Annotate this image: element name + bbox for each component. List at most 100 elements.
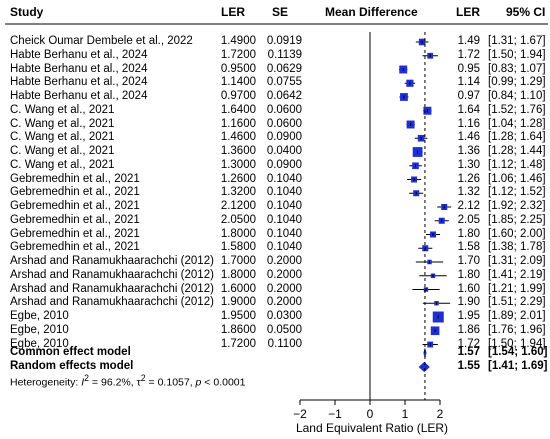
summary-estimate: 1.55 [457, 360, 480, 372]
study-se-value: 0.1040 [266, 213, 302, 226]
summary-estimate: 1.57 [457, 346, 480, 358]
study-ler-value: 1.7200 [220, 48, 256, 61]
study-name: C. Wang et al., 2021 [10, 145, 115, 157]
study-confidence-interval: [1.28; 1.44] [488, 145, 546, 157]
study-confidence-interval: [1.89; 2.01] [488, 310, 546, 322]
study-ler-value: 2.1200 [220, 200, 256, 212]
study-confidence-interval: [1.51; 2.29] [488, 296, 546, 309]
study-ler-value: 1.3200 [220, 186, 256, 199]
study-ler-value: 1.6400 [220, 103, 256, 116]
study-estimate: 1.60 [457, 282, 480, 295]
study-name: Gebremedhin et al., 2021 [10, 172, 140, 185]
study-name: Gebremedhin et al., 2021 [10, 241, 140, 254]
study-estimate: 0.95 [457, 62, 480, 75]
study-ler-value: 1.8600 [220, 323, 256, 336]
study-name: C. Wang et al., 2021 [10, 131, 115, 144]
study-estimate: 1.80 [457, 227, 480, 240]
study-estimate: 1.70 [457, 255, 480, 267]
study-confidence-interval: [1.12; 1.52] [488, 186, 546, 199]
study-se-value: 0.1100 [267, 337, 302, 350]
study-estimate: 1.30 [457, 158, 480, 171]
x-tick-label: 1 [402, 407, 409, 421]
study-confidence-interval: [1.31; 1.67] [488, 35, 546, 47]
study-ler-value: 1.2600 [220, 172, 256, 185]
study-estimate: 1.86 [457, 323, 480, 336]
study-se-value: 0.0400 [266, 145, 302, 157]
study-name: Gebremedhin et al., 2021 [10, 227, 140, 240]
study-se-value: 0.0900 [266, 131, 302, 144]
study-name: Habte Berhanu et al., 2024 [10, 62, 148, 75]
study-estimate: 1.36 [457, 145, 480, 157]
study-confidence-interval: [1.76; 1.96] [488, 323, 546, 336]
study-se-value: 0.1139 [267, 48, 302, 61]
study-name: Arshad and Ranamukhaarachchi (2012) [10, 268, 214, 281]
study-confidence-interval: [1.85; 2.25] [488, 213, 546, 226]
summary-diamond [418, 361, 430, 373]
study-confidence-interval: [1.12; 1.48] [488, 158, 546, 171]
study-name: Arshad and Ranamukhaarachchi (2012) [10, 255, 214, 267]
study-ler-value: 1.3600 [220, 145, 256, 157]
summary-model-label: Random effects model [10, 360, 134, 372]
study-estimate: 0.97 [457, 90, 480, 102]
study-name: C. Wang et al., 2021 [10, 103, 115, 116]
study-estimate: 1.32 [457, 186, 480, 199]
study-estimate: 1.58 [457, 241, 480, 254]
header-ci: 95% CI [506, 5, 546, 19]
study-confidence-interval: [0.99; 1.29] [488, 76, 546, 89]
study-confidence-interval: [1.92; 2.32] [488, 200, 546, 212]
study-se-value: 0.1040 [266, 241, 302, 254]
study-name: Egbe, 2010 [10, 337, 69, 350]
study-confidence-interval: [1.41; 2.19] [488, 268, 546, 281]
header-study: Study [10, 5, 44, 19]
x-axis-label: Land Equivalent Ratio (LER) [296, 421, 448, 435]
study-estimate: 1.95 [457, 310, 480, 322]
study-se-value: 0.2000 [266, 268, 302, 281]
study-name: C. Wang et al., 2021 [10, 158, 115, 171]
study-se-value: 0.0600 [266, 117, 302, 130]
study-ler-value: 1.4600 [220, 131, 256, 144]
study-name: C. Wang et al., 2021 [10, 117, 115, 130]
study-estimate: 1.46 [457, 131, 480, 144]
study-se-value: 0.0629 [266, 62, 302, 75]
study-name: Egbe, 2010 [10, 310, 69, 322]
header-ler-estimate: LER [456, 5, 480, 19]
study-estimate: 1.90 [457, 296, 480, 309]
study-se-value: 0.1040 [266, 200, 302, 212]
study-name: Egbe, 2010 [10, 323, 69, 336]
study-ler-value: 1.9500 [220, 310, 256, 322]
study-confidence-interval: [1.50; 1.94] [488, 48, 546, 61]
study-estimate: 2.05 [457, 213, 480, 226]
study-confidence-interval: [1.04; 1.28] [488, 117, 546, 130]
study-estimate: 1.72 [457, 337, 480, 350]
x-tick-label: 2 [437, 407, 444, 421]
summary-confidence-interval: [1.41; 1.69] [488, 360, 548, 372]
study-se-value: 0.2000 [266, 296, 302, 309]
study-ler-value: 1.1600 [220, 117, 256, 130]
study-estimate: 1.26 [457, 172, 480, 185]
study-ler-value: 1.5800 [220, 241, 256, 254]
header-ler: LER [221, 5, 245, 19]
study-confidence-interval: [1.50; 1.94] [488, 337, 546, 350]
study-ler-value: 1.4900 [220, 35, 256, 47]
study-confidence-interval: [0.83; 1.07] [488, 62, 546, 75]
study-confidence-interval: [1.28; 1.64] [488, 131, 546, 144]
study-se-value: 0.0600 [266, 103, 302, 116]
study-name: Habte Berhanu et al., 2024 [10, 90, 148, 102]
study-name: Gebremedhin et al., 2021 [10, 186, 140, 199]
x-tick-label: −1 [328, 407, 342, 421]
study-estimate: 2.12 [457, 200, 480, 212]
study-estimate: 1.14 [457, 76, 480, 89]
study-se-value: 0.0919 [266, 35, 302, 47]
study-ler-value: 1.1400 [220, 76, 256, 89]
study-name: Habte Berhanu et al., 2024 [10, 76, 148, 89]
study-name: Habte Berhanu et al., 2024 [10, 48, 148, 61]
study-ler-value: 1.8000 [220, 227, 256, 240]
study-name: Arshad and Ranamukhaarachchi (2012) [10, 296, 214, 309]
study-name: Gebremedhin et al., 2021 [10, 200, 140, 212]
summary-model-label: Common effect model [10, 346, 131, 358]
study-ler-value: 0.9700 [220, 90, 256, 102]
study-se-value: 0.0300 [266, 310, 302, 322]
study-name: Arshad and Ranamukhaarachchi (2012) [10, 282, 214, 295]
study-ler-value: 1.3000 [220, 158, 256, 171]
study-confidence-interval: [1.52; 1.76] [488, 103, 546, 116]
